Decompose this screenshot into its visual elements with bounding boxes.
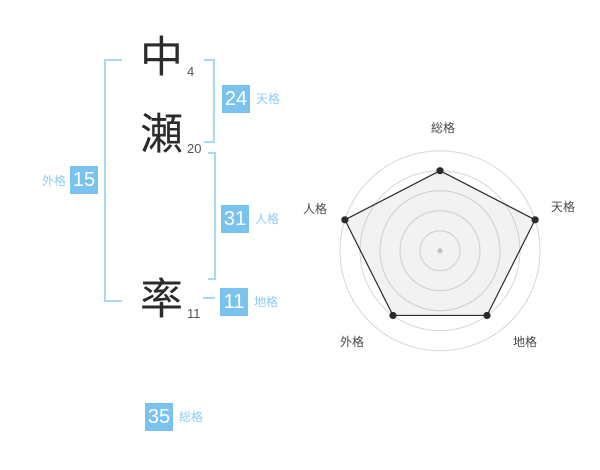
radar-vertex-dot: [389, 311, 397, 320]
stroke-count: 20: [187, 141, 202, 156]
name-character: 中: [140, 34, 183, 82]
name-character-row: 中 4: [140, 37, 194, 80]
chikaku-score-box: 11: [220, 288, 248, 316]
radar-vertex-dot: [341, 216, 349, 224]
radar-ring: [339, 150, 541, 352]
tenkaku-score-box: 24: [222, 85, 250, 113]
tenkaku-bracket: [204, 59, 215, 143]
radar-center-dot: [437, 248, 443, 254]
gaikaku-label: 外格: [41, 174, 66, 188]
stroke-count: 4: [187, 64, 195, 79]
radar-vertex-dot: [436, 167, 444, 175]
jinkaku-bracket: [208, 152, 216, 280]
name-character: 瀬: [140, 111, 183, 159]
stroke-count: 11: [187, 306, 201, 321]
radar-axis-label: 総格: [431, 120, 455, 135]
soukaku-label: 総格: [179, 410, 204, 424]
radar-ring: [419, 230, 461, 272]
radar-ring: [379, 190, 501, 312]
radar-axis-label: 人格: [303, 201, 327, 216]
soukaku-score-box: 35: [145, 403, 173, 431]
radar-ring: [399, 210, 481, 292]
radar-axis-label: 地格: [513, 334, 537, 349]
radar-polygon: [344, 170, 536, 317]
radar-vertex-dot: [483, 311, 491, 320]
radar-vertex-dot: [531, 216, 539, 224]
jinkaku-label: 人格: [255, 212, 280, 226]
tenkaku-label: 天格: [256, 92, 281, 106]
gaikaku-score-box: 15: [70, 166, 98, 194]
gaikaku-bracket: [104, 59, 122, 302]
jinkaku-score-box: 31: [221, 205, 249, 233]
name-character-row: 瀬 20: [140, 114, 201, 157]
radar-axis-label: 天格: [551, 199, 575, 214]
chikaku-tick: [203, 297, 215, 299]
radar-axis-label: 外格: [340, 334, 364, 349]
chikaku-label: 地格: [254, 295, 279, 309]
name-character-row: 率 11: [140, 279, 201, 322]
name-character: 率: [140, 276, 183, 324]
